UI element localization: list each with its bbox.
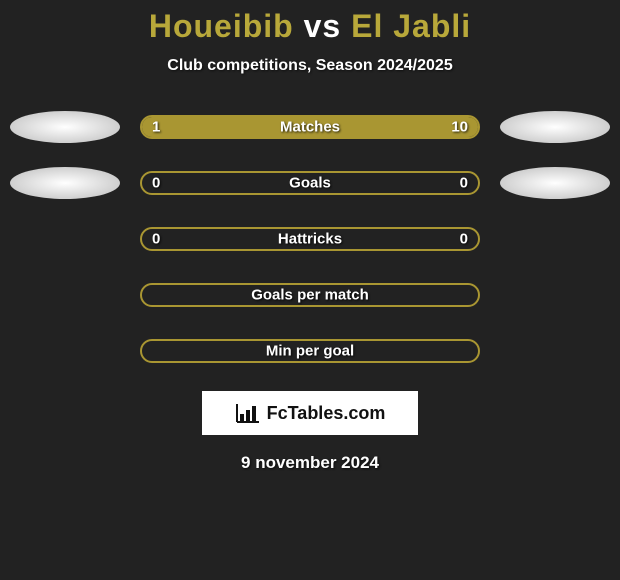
stat-bar: 00Goals: [140, 171, 480, 195]
title-vs: vs: [304, 8, 342, 44]
date-text: 9 november 2024: [0, 453, 620, 473]
page-title: Houeibib vs El Jabli: [0, 8, 620, 45]
stat-bar: Min per goal: [140, 339, 480, 363]
player-token-left: [10, 167, 120, 199]
stat-bar: 110Matches: [140, 115, 480, 139]
stat-row: 00Hattricks: [0, 223, 620, 255]
player-token-right: [500, 167, 610, 199]
player-token-right: [500, 111, 610, 143]
bar-chart-icon: [235, 402, 261, 424]
subtitle: Club competitions, Season 2024/2025: [0, 57, 620, 75]
logo-text: FcTables.com: [267, 403, 386, 424]
stat-label: Matches: [142, 119, 478, 136]
stat-row: 00Goals: [0, 167, 620, 199]
oval-spacer: [10, 279, 120, 311]
infographic-container: Houeibib vs El Jabli Club competitions, …: [0, 0, 620, 473]
player1-name: Houeibib: [149, 8, 294, 44]
stat-row: Goals per match: [0, 279, 620, 311]
stat-bar: 00Hattricks: [140, 227, 480, 251]
stat-row: Min per goal: [0, 335, 620, 367]
stat-label: Goals: [142, 175, 478, 192]
stat-label: Min per goal: [142, 343, 478, 360]
stat-label: Goals per match: [142, 287, 478, 304]
stat-row: 110Matches: [0, 111, 620, 143]
player-token-left: [10, 111, 120, 143]
stats-area: 110Matches 00Goals 00Hattricks Goals per ma…: [0, 111, 620, 367]
oval-spacer: [500, 279, 610, 311]
oval-spacer: [10, 223, 120, 255]
player2-name: El Jabli: [351, 8, 471, 44]
logo-box: FcTables.com: [202, 391, 418, 435]
stat-label: Hattricks: [142, 231, 478, 248]
stat-bar: Goals per match: [140, 283, 480, 307]
oval-spacer: [500, 223, 610, 255]
oval-spacer: [500, 335, 610, 367]
oval-spacer: [10, 335, 120, 367]
